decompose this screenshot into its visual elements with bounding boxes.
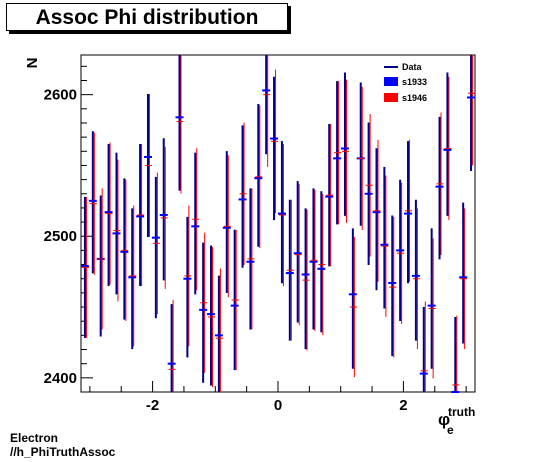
footer-histogram-path: //h_PhiTruthAssoc bbox=[10, 445, 116, 459]
y-tick-label: 2400 bbox=[44, 370, 77, 387]
data-marks bbox=[80, 55, 476, 393]
footer-electron: Electron bbox=[10, 431, 59, 445]
axis-ticks: -2 0 2 2400 2500 2600 bbox=[44, 65, 467, 414]
x-axis-label-main: φ bbox=[438, 410, 450, 429]
legend: Data s1933 s1946 bbox=[384, 62, 427, 103]
x-axis-label-sup: truth bbox=[448, 405, 475, 419]
x-tick-label: 2 bbox=[399, 397, 407, 414]
y-tick-label: 2500 bbox=[44, 228, 77, 245]
chart-title: Assoc Phi distribution bbox=[35, 6, 259, 29]
legend-s1946-swatch bbox=[384, 93, 398, 102]
x-tick-label: -2 bbox=[146, 397, 159, 414]
x-axis-label-sub: e bbox=[447, 423, 454, 437]
legend-s1933-label: s1933 bbox=[402, 77, 427, 87]
legend-s1946-label: s1946 bbox=[402, 93, 427, 103]
y-tick-label: 2600 bbox=[44, 87, 77, 104]
y-axis-label: N bbox=[24, 58, 41, 69]
x-tick-label: 0 bbox=[274, 397, 282, 414]
legend-s1933-swatch bbox=[384, 77, 398, 86]
x-axis-label: φ e truth bbox=[438, 405, 475, 437]
legend-data-label: Data bbox=[402, 62, 423, 72]
title-box: Assoc Phi distribution bbox=[6, 3, 288, 31]
